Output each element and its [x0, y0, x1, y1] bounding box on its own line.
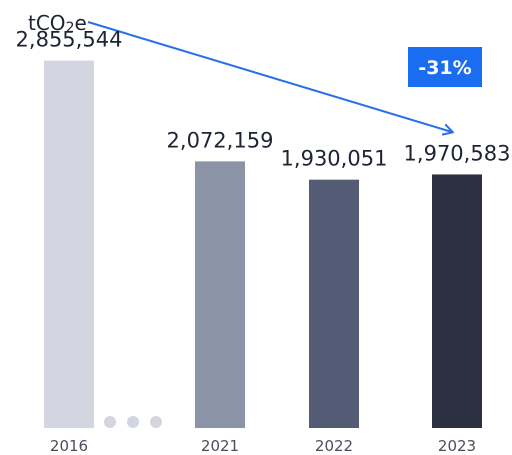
bar-2016 [44, 60, 94, 429]
unit-subscript: 2 [66, 20, 75, 36]
unit-label: tCO2e [28, 11, 87, 36]
value-label-2021: 2,072,159 [167, 128, 274, 152]
x-tick-2016: 2016 [50, 437, 88, 455]
bars: 2,855,544 2016 2,072,159 2021 1,930,051 2022 1… [16, 28, 511, 455]
value-label-2023: 1,970,583 [404, 141, 511, 165]
axis-break-dot [150, 416, 162, 428]
x-tick-2021: 2021 [201, 437, 239, 455]
bar-2022 [309, 179, 359, 428]
axis-break-dot [127, 416, 139, 428]
change-badge: -31% [408, 47, 482, 87]
value-label-2016: 2,855,544 [16, 28, 123, 52]
axis-break-dot [104, 416, 116, 428]
bar-2021 [195, 161, 245, 428]
value-label-2022: 1,930,051 [281, 147, 388, 171]
change-badge-box [408, 47, 482, 87]
x-tick-2022: 2022 [315, 437, 353, 455]
change-badge-label: -31% [418, 57, 471, 79]
axis-break-dots [104, 416, 162, 428]
x-tick-2023: 2023 [438, 437, 476, 455]
bar-2023 [432, 174, 482, 428]
trend-arrow [87, 21, 454, 136]
